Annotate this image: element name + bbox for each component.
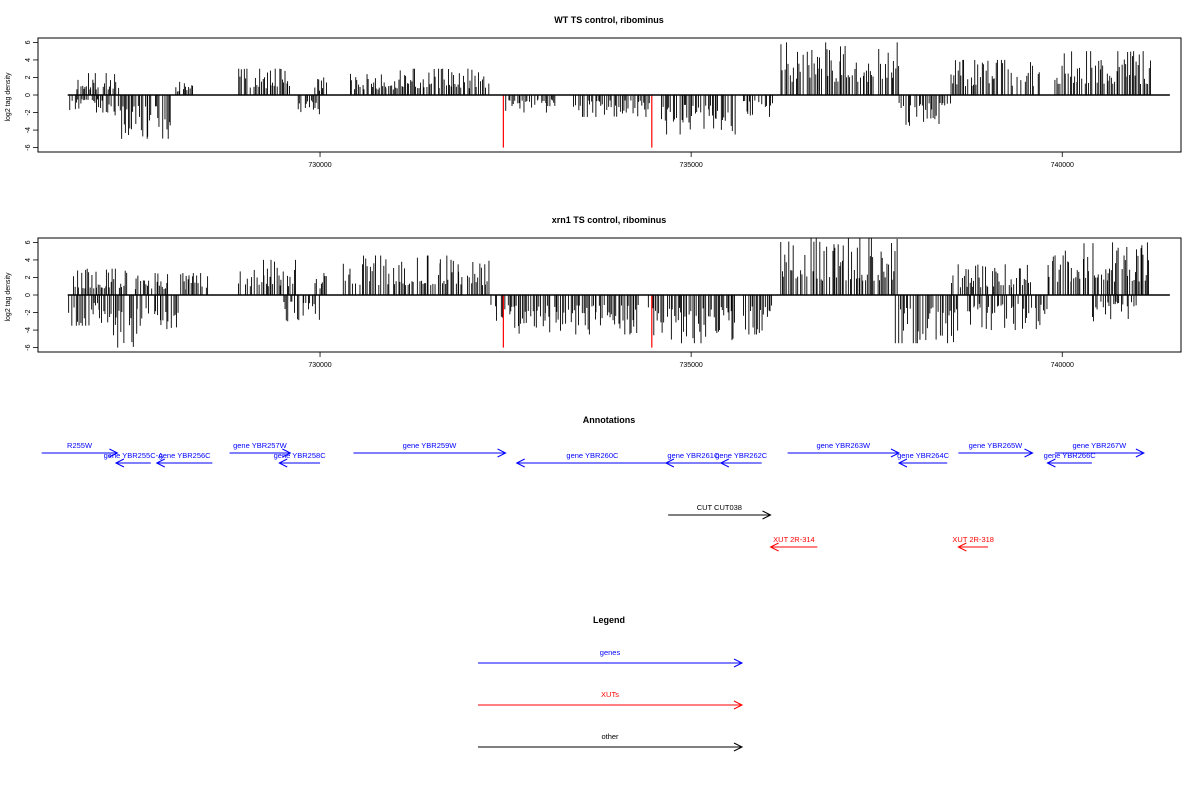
feature-label: gene YBR258C <box>274 451 327 460</box>
legend-item-label: XUTs <box>601 690 619 699</box>
legend-items: genes XUTs other <box>478 648 744 752</box>
y-tick-label: 0 <box>25 93 32 97</box>
xrn1-y-axis: -6 -4 -2 0 2 4 6 <box>25 240 38 351</box>
feature-arrowhead <box>769 542 779 552</box>
feature-arrowhead <box>664 458 675 468</box>
legend-item-arrowhead <box>733 742 744 752</box>
feature-arrowhead <box>762 510 772 520</box>
legend-item-label: other <box>601 732 619 741</box>
feature-label: gene YBR263W <box>816 441 871 450</box>
feature-arrowhead <box>1024 448 1034 458</box>
feature-arrowhead <box>155 458 165 468</box>
wt-panel-title: WT TS control, ribominus <box>554 15 664 25</box>
feature-label: R255W <box>67 441 93 450</box>
feature-label: XUT 2R-318 <box>952 535 994 544</box>
y-tick-label: -4 <box>25 327 32 333</box>
feature-label: gene YBR257W <box>233 441 288 450</box>
y-tick-label: 6 <box>25 240 32 244</box>
feature-arrowhead <box>515 458 525 468</box>
y-tick-label: 6 <box>25 40 32 44</box>
y-tick-label: -2 <box>25 309 32 315</box>
feature-arrowhead <box>719 458 730 468</box>
feature-arrowhead <box>497 448 507 458</box>
feature-label: gene YBR265W <box>969 441 1024 450</box>
feature-label: gene YBR262C <box>715 451 768 460</box>
feature-label: gene YBR266C <box>1044 451 1097 460</box>
y-tick-label: -2 <box>25 109 32 115</box>
y-tick-label: 4 <box>25 258 32 262</box>
wt-density-panel: WT TS control, ribominus log2 tag densit… <box>5 15 1182 169</box>
feature-arrowhead <box>109 448 119 458</box>
y-tick-label: 2 <box>25 75 32 79</box>
y-tick-label: 0 <box>25 293 32 297</box>
x-tick-label: 735000 <box>679 162 702 169</box>
xrn1-density-panel: xrn1 TS control, ribominus log2 tag dens… <box>5 215 1182 369</box>
xrn1-density-bars <box>67 238 1170 348</box>
annotations-title: Annotations <box>583 415 636 425</box>
x-tick-label: 740000 <box>1051 162 1074 169</box>
x-tick-label: 730000 <box>308 162 331 169</box>
wt-density-bars <box>67 42 1170 148</box>
y-tick-label: 4 <box>25 58 32 62</box>
wt-x-axis: 730000 735000 740000 <box>308 152 1074 169</box>
legend-panel: Legend genes XUTs other <box>478 615 744 752</box>
y-tick-label: -6 <box>25 344 32 350</box>
feature-label: gene YBR259W <box>403 441 458 450</box>
feature-arrowhead <box>897 458 908 468</box>
wt-y-axis: -6 -4 -2 0 2 4 6 <box>25 40 38 151</box>
legend-item-arrowhead <box>733 658 744 668</box>
feature-label: XUT 2R-314 <box>773 535 815 544</box>
wt-y-axis-label: log2 tag density <box>5 72 12 122</box>
feature-arrowhead <box>1135 448 1146 458</box>
feature-label: gene YBR261C <box>667 451 720 460</box>
feature-label: gene YBR256C <box>159 451 212 460</box>
y-tick-label: -4 <box>25 127 32 133</box>
feature-label: gene YBR267W <box>1073 441 1128 450</box>
feature-label: gene YBR260C <box>566 451 619 460</box>
feature-label: gene YBR264C <box>897 451 950 460</box>
feature-arrowhead <box>1046 458 1056 468</box>
legend-item-arrowhead <box>733 700 744 710</box>
x-tick-label: 740000 <box>1051 362 1074 369</box>
feature-arrowhead <box>282 448 292 458</box>
x-tick-label: 735000 <box>679 362 702 369</box>
xrn1-panel-title: xrn1 TS control, ribominus <box>552 215 667 225</box>
legend-title: Legend <box>593 615 625 625</box>
legend-item-label: genes <box>600 648 621 657</box>
feature-arrowhead <box>278 458 288 468</box>
y-tick-label: 2 <box>25 275 32 279</box>
feature-label: gene YBR255C-A <box>104 451 163 460</box>
xrn1-x-axis: 730000 735000 740000 <box>308 352 1074 369</box>
y-tick-label: -6 <box>25 144 32 150</box>
xrn1-y-axis-label: log2 tag density <box>5 272 12 322</box>
feature-arrowhead <box>114 458 125 468</box>
feature-arrowhead <box>890 448 901 458</box>
feature-arrowhead <box>957 542 967 552</box>
x-tick-label: 730000 <box>308 362 331 369</box>
feature-label: CUT CUT038 <box>697 503 742 512</box>
